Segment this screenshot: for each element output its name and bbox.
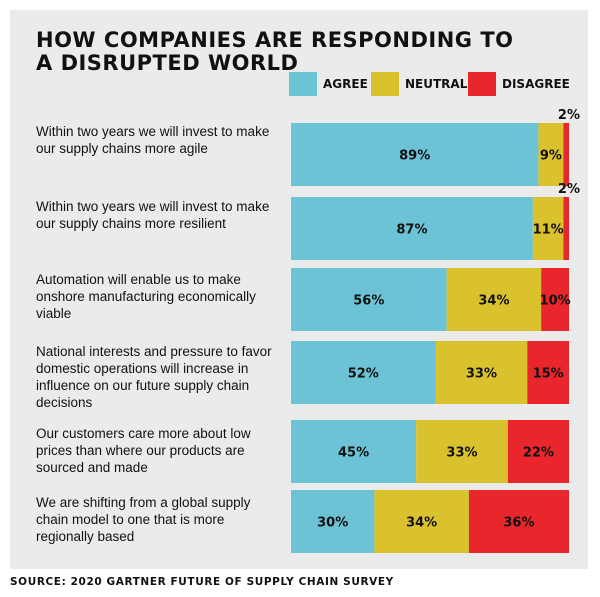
bar-segment-disagree	[563, 123, 569, 186]
bar-segment-agree	[291, 268, 447, 331]
bar-segment-neutral	[416, 420, 508, 483]
bar-segment-neutral	[446, 268, 542, 331]
bar-segment-disagree	[563, 197, 569, 260]
bar-segment-disagree	[541, 268, 569, 331]
data-label-disagree: 10%	[540, 294, 571, 309]
bar-segment-agree	[291, 123, 539, 186]
bar-segment-agree	[291, 197, 533, 260]
legend-label-disagree: DISAGREE	[502, 77, 570, 91]
data-label-neutral: 34%	[406, 516, 437, 531]
bar-segment-neutral	[435, 341, 528, 404]
data-label-neutral: 9%	[540, 149, 562, 164]
bar-segment-neutral	[538, 123, 564, 186]
data-label-agree: 45%	[338, 446, 369, 461]
data-label-neutral: 33%	[466, 367, 497, 382]
data-label-disagree: 15%	[533, 367, 564, 382]
legend-swatch-neutral	[371, 72, 399, 96]
legend-label-agree: AGREE	[323, 77, 368, 91]
chart-title: HOW COMPANIES ARE RESPONDING TO A DISRUP…	[36, 28, 514, 75]
bar-segment-disagree	[468, 490, 569, 553]
data-label-agree: 30%	[317, 516, 348, 531]
data-label-disagree: 22%	[523, 446, 554, 461]
statement-label: Within two years we will invest to make …	[36, 199, 270, 231]
statement-label: Within two years we will invest to make …	[36, 124, 270, 156]
source-note: SOURCE: 2020 GARTNER FUTURE OF SUPPLY CH…	[10, 576, 394, 588]
statement-label: National interests and pressure to favor…	[36, 344, 272, 410]
data-label-agree: 56%	[353, 294, 384, 309]
statement-label: We are shifting from a global supply cha…	[36, 495, 251, 544]
data-label-neutral: 33%	[446, 446, 477, 461]
bar-segment-disagree	[507, 420, 569, 483]
data-label-disagree: 2%	[558, 182, 580, 197]
data-label-agree: 87%	[396, 223, 427, 238]
legend-label-neutral: NEUTRAL	[405, 77, 468, 91]
statement-label: Our customers care more about low prices…	[36, 426, 251, 475]
bar-segment-agree	[291, 420, 417, 483]
bar-segment-agree	[291, 341, 436, 404]
data-label-neutral: 34%	[478, 294, 509, 309]
statement-label: Automation will enable us to make onshor…	[36, 272, 256, 321]
bar-segment-neutral	[374, 490, 469, 553]
data-label-disagree: 2%	[558, 108, 580, 123]
legend-swatch-agree	[289, 72, 317, 96]
legend-swatch-disagree	[468, 72, 496, 96]
data-label-agree: 52%	[348, 367, 379, 382]
bar-segment-agree	[291, 490, 375, 553]
bar-segment-disagree	[527, 341, 569, 404]
data-label-disagree: 36%	[503, 516, 534, 531]
data-label-agree: 89%	[399, 149, 430, 164]
bar-segment-neutral	[532, 197, 564, 260]
data-label-neutral: 11%	[533, 223, 564, 238]
